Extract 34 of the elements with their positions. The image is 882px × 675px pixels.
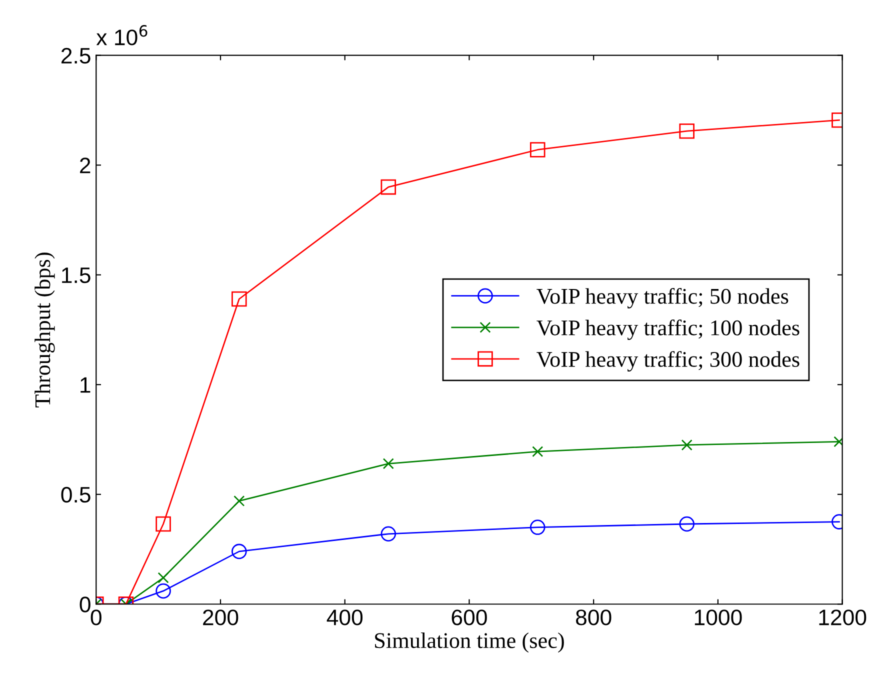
point	[530, 142, 546, 158]
legend-label: VoIP heavy traffic; 50 nodes	[536, 288, 788, 308]
y-tick-label: 0.5	[61, 486, 90, 503]
legend-label: VoIP heavy traffic; 100 nodes	[536, 320, 800, 340]
point	[156, 583, 171, 599]
x-tick-label: 600	[452, 610, 487, 626]
x-tick-label: 1000	[694, 610, 742, 626]
point	[158, 572, 169, 584]
point	[234, 495, 245, 507]
y-tick-label: 1.5	[62, 268, 90, 284]
point	[156, 516, 171, 532]
point	[232, 291, 247, 307]
y-tick-label: 1	[80, 377, 90, 393]
text: x 10$^{6}$	[96, 25, 148, 46]
point	[380, 179, 396, 195]
point	[679, 516, 694, 532]
x-axis-title: Simulation time (sec)	[375, 632, 564, 653]
x-tick-label: 0	[90, 610, 102, 626]
legend-label: VoIP heavy traffic; 300 nodes	[536, 351, 800, 372]
x-tick-label: 800	[576, 610, 612, 626]
x-tick-label: 1200	[819, 610, 866, 626]
point	[380, 526, 396, 542]
y-tick-label: 2	[80, 158, 90, 174]
point	[679, 123, 694, 139]
y-tick-label: 2.5	[62, 48, 90, 64]
y-tick-label: 0	[80, 596, 90, 612]
y-axis-title: Throughput (bps)	[34, 252, 55, 408]
point	[532, 446, 544, 458]
point	[681, 439, 692, 451]
point	[530, 520, 546, 535]
x-tick-label: 400	[326, 610, 363, 626]
point	[232, 544, 247, 560]
x-tick-label: 200	[203, 610, 238, 626]
point	[382, 458, 394, 470]
